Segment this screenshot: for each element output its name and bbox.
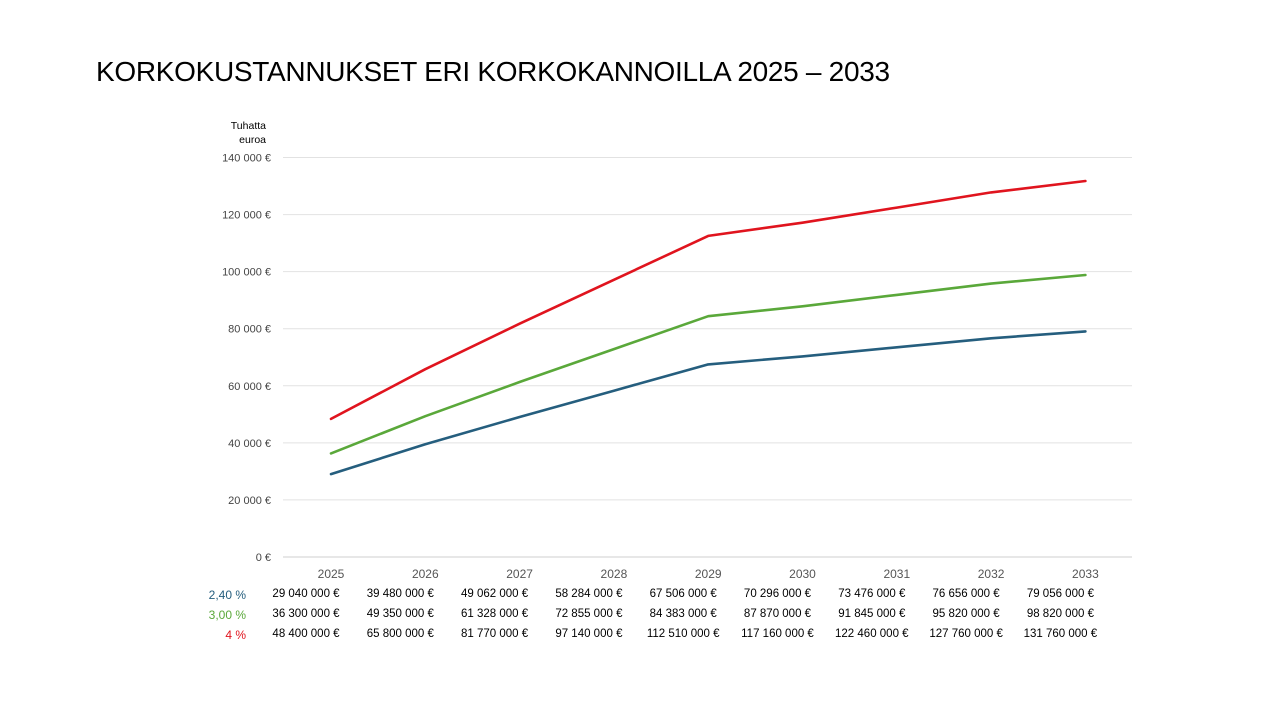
table-cell: 39 480 000 € (366, 588, 434, 600)
table-cell: 117 160 000 € (741, 628, 814, 640)
series-line (329, 179, 1087, 421)
y-axis-unit-label: Tuhatta euroa (226, 119, 266, 147)
table-cell: 131 760 000 € (1023, 628, 1098, 640)
y-axis-ticks: 0 € 20 000 € 40 000 € 60 000 € 80 000 € 100 0… (222, 153, 271, 565)
table-cell: 73 476 000 € (838, 588, 906, 600)
table-cell: 65 800 000 € (366, 628, 434, 640)
table-cell: 127 760 000 € (929, 628, 1003, 640)
table-cell: 91 845 000 € (838, 608, 906, 620)
x-tick-label: 2033 (1072, 567, 1099, 581)
x-axis-ticks: 2025 2026 2027 2028 2029 2030 2031 2032 2033 (318, 567, 1099, 581)
x-tick-label: 2029 (695, 567, 722, 581)
x-tick-label: 2031 (883, 567, 910, 581)
y-tick-label: 120 000 € (222, 210, 271, 222)
chart-title: KORKOKUSTANNUKSET ERI KORKOKANNOILLA 202… (96, 56, 890, 87)
y-tick-label: 40 000 € (228, 438, 271, 450)
y-axis-unit-line2: euroa (239, 134, 266, 146)
series-line (329, 273, 1087, 455)
table-cell: 61 328 000 € (461, 608, 529, 620)
table-row: 2,40 % 29 040 000 € 39 480 000 € 49 062 000… (0, 588, 1275, 606)
x-tick-label: 2027 (506, 567, 533, 581)
table-cell: 84 383 000 € (649, 608, 717, 620)
y-tick-label: 100 000 € (222, 267, 271, 279)
table-cell: 87 870 000 € (743, 608, 812, 620)
table-cell: 79 056 000 € (1026, 588, 1094, 600)
table-cell: 95 820 000 € (932, 608, 1000, 620)
table-cell: 49 062 000 € (461, 588, 529, 600)
y-tick-label: 20 000 € (228, 495, 271, 507)
table-cell: 98 820 000 € (1026, 608, 1094, 620)
y-tick-label: 0 € (256, 552, 271, 564)
table-cell: 58 284 000 € (555, 588, 623, 600)
table-cell: 122 460 000 € (835, 628, 909, 640)
series-label: 3,00 % (208, 608, 246, 622)
table-cell: 97 140 000 € (555, 628, 623, 640)
table-row: 4 % 48 400 000 € 65 800 000 € 81 770 000 € 9… (0, 628, 1275, 646)
y-tick-label: 80 000 € (228, 324, 271, 336)
grid-lines (283, 157, 1132, 558)
table-cell: 112 510 000 € (646, 628, 720, 640)
series-label: 2,40 % (208, 588, 246, 602)
y-axis-unit-line1: Tuhatta (230, 120, 266, 132)
table-cell: 81 770 000 € (461, 628, 529, 640)
x-tick-label: 2032 (978, 567, 1005, 581)
series-label: 4 % (225, 628, 246, 642)
x-tick-label: 2026 (412, 567, 439, 581)
x-tick-label: 2030 (789, 567, 816, 581)
table-cell: 76 656 000 € (932, 588, 1000, 600)
series-line (329, 330, 1087, 476)
table-cell: 36 300 000 € (272, 608, 340, 620)
table-cell: 29 040 000 € (272, 588, 340, 600)
y-tick-label: 60 000 € (228, 381, 271, 393)
table-cell: 49 350 000 € (366, 608, 434, 620)
x-tick-label: 2025 (318, 567, 345, 581)
table-cell: 48 400 000 € (272, 628, 340, 640)
table-cell: 72 855 000 € (555, 608, 623, 620)
series-lines (329, 179, 1087, 476)
y-tick-label: 140 000 € (222, 153, 271, 165)
table-row: 3,00 % 36 300 000 € 49 350 000 € 61 328 000… (0, 608, 1275, 626)
x-tick-label: 2028 (601, 567, 628, 581)
table-cell: 67 506 000 € (649, 588, 717, 600)
table-cell: 70 296 000 € (743, 588, 812, 600)
